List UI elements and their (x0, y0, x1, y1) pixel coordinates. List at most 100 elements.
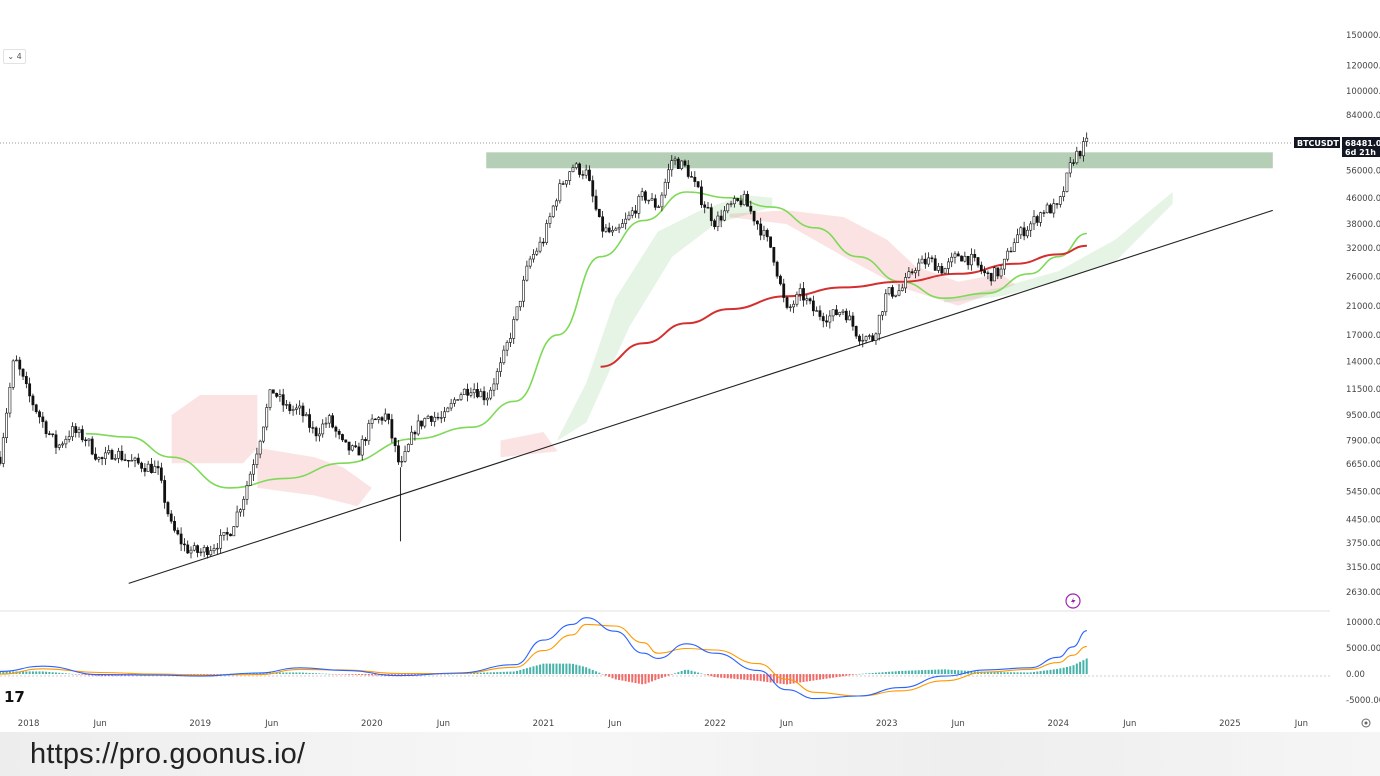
macd-histogram-bar (377, 674, 380, 676)
macd-histogram-bar (440, 674, 443, 675)
candle-body-bear (986, 272, 990, 274)
candle (597, 208, 601, 218)
candle (943, 267, 947, 274)
candle (347, 441, 351, 456)
candle (245, 480, 249, 505)
legend-collapse-button[interactable]: ⌄ 4 (3, 49, 26, 64)
candle-body-bull (456, 399, 460, 401)
candle-body-bull (453, 399, 456, 404)
candle (594, 189, 598, 212)
candle (344, 439, 348, 443)
macd-histogram-bar (789, 674, 792, 684)
candle-body-bull (64, 439, 68, 445)
time-axis[interactable]: 2018 Jun 2019 Jun 2020 Jun 2021 Jun 2022 Jun 2023 J… (18, 719, 1308, 729)
candle (867, 333, 871, 340)
candle (206, 545, 209, 559)
candle-body-bull (189, 549, 193, 554)
candle (696, 181, 700, 189)
macd-histogram-bar (618, 674, 621, 681)
candlestick-series[interactable] (0, 132, 1089, 559)
candle-body-bull (423, 418, 427, 427)
candle-body-bear (436, 416, 440, 419)
macd-histogram-bar (674, 673, 677, 675)
macd-histogram-bar (361, 674, 364, 676)
candle-body-bull (242, 499, 246, 510)
settings-icon[interactable] (1361, 718, 1371, 728)
candle-body-bear (561, 183, 565, 185)
macd-histogram-bar (1082, 660, 1085, 675)
candle (653, 194, 657, 211)
cloud-bull-segment (557, 194, 773, 441)
candle-body-bull (103, 452, 107, 459)
resistance-zone-box[interactable] (486, 152, 1273, 169)
candle-body-bear (94, 453, 97, 460)
price-tick-label: 6650.00 (1346, 460, 1380, 470)
candle (275, 392, 279, 399)
candle-body-bull (485, 397, 489, 401)
candle-body-bull (1019, 227, 1023, 236)
candle-body-bear (311, 427, 315, 429)
candle (835, 304, 838, 316)
candle (84, 437, 88, 447)
candle-body-bear (775, 261, 779, 277)
candle-body-bear (74, 426, 78, 433)
candle-body-bull (117, 450, 120, 459)
macd-histogram-bar (568, 663, 571, 675)
candle-body-bull (831, 309, 835, 317)
candle (979, 261, 983, 275)
macd-histogram-bar (48, 671, 51, 675)
candle-body-bear (1049, 204, 1052, 214)
candle-body-bear (940, 266, 944, 274)
macd-histogram-bar (986, 671, 989, 675)
macd-histogram-bar (670, 674, 673, 675)
macd-histogram-bar (815, 674, 818, 681)
macd-histogram-bar (657, 674, 660, 680)
candle-body-bull (383, 413, 387, 421)
candle-body-bull (732, 198, 736, 205)
macd-histogram-bar (226, 673, 229, 675)
candle (772, 246, 776, 266)
candle-body-bear (676, 158, 680, 169)
candle-body-bull (298, 405, 302, 409)
macd-histogram-bar (1023, 672, 1026, 675)
macd-histogram-bar (1042, 670, 1045, 675)
candle (548, 212, 552, 228)
candle-body-bear (308, 414, 311, 428)
candle (729, 200, 733, 208)
price-tick-label: 3750.00 (1346, 539, 1380, 549)
candle-body-bear (976, 257, 980, 266)
candle (950, 252, 954, 268)
candle-body-bear (127, 459, 130, 462)
candle-body-bull (492, 383, 496, 391)
candle-body-bull (327, 415, 331, 424)
candle (1075, 146, 1079, 165)
time-tick-label: Jun (1122, 719, 1136, 729)
candle (47, 430, 51, 436)
alert-icon[interactable] (1065, 593, 1081, 609)
candle-body-bear (100, 457, 104, 459)
candle-body-bull (877, 314, 881, 335)
macd-pane[interactable] (0, 617, 1088, 700)
candle-body-bull (324, 422, 328, 425)
candle-body-bear (1035, 216, 1039, 223)
candle (61, 441, 64, 448)
candle-body-bear (607, 227, 611, 233)
candle-body-bear (275, 392, 279, 397)
macd-histogram-bar (525, 668, 528, 675)
candle-body-bull (248, 473, 252, 486)
candle (755, 220, 759, 230)
candle-body-bull (920, 258, 924, 264)
macd-histogram-bar (545, 663, 548, 675)
candle-body-bull (502, 349, 506, 364)
macd-histogram-bar (891, 671, 894, 675)
candle (676, 157, 680, 169)
candle-body-bull (192, 545, 196, 551)
candle (38, 409, 41, 424)
candle-body-bull (495, 371, 499, 385)
candle (686, 160, 690, 179)
candle (44, 419, 48, 438)
candle-body-bull (1039, 212, 1042, 223)
price-axis[interactable]: 150000.0120000.0100000.084000.068000.056… (1346, 31, 1380, 598)
candle-body-bull (515, 306, 519, 320)
